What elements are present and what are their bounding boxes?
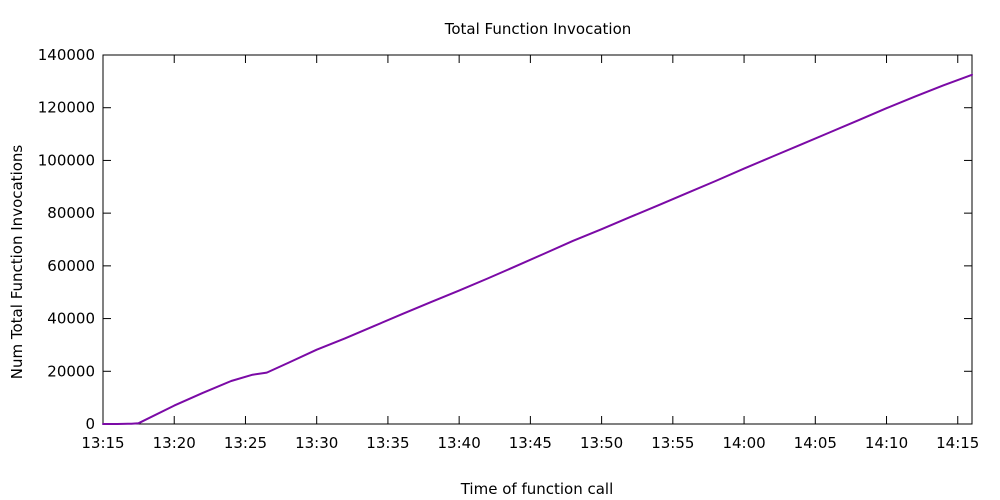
- x-tick-label: 13:15: [81, 434, 124, 452]
- series-line-total-invocations: [102, 73, 973, 425]
- y-tick-label: 140000: [38, 46, 95, 64]
- chart-title: Total Function Invocation: [444, 20, 632, 38]
- y-axis: 0 20000 40000 60000 80000 100000 120000 140000: [38, 46, 972, 433]
- x-axis-label: Time of function call: [460, 480, 614, 498]
- y-tick-label: 20000: [47, 362, 95, 380]
- y-tick-label: 120000: [38, 99, 95, 117]
- y-tick-label: 80000: [47, 204, 95, 222]
- x-tick-label: 14:15: [936, 434, 979, 452]
- x-tick-label: 13:35: [366, 434, 409, 452]
- plot-frame: [102, 54, 973, 425]
- x-tick-label: 13:50: [580, 434, 623, 452]
- x-tick-label: 14:05: [794, 434, 837, 452]
- y-axis-label: Num Total Function Invocations: [8, 145, 26, 380]
- y-tick-label: 40000: [47, 310, 95, 328]
- y-tick-label: 60000: [47, 257, 95, 275]
- x-tick-label: 13:45: [509, 434, 552, 452]
- x-tick-label: 13:20: [153, 434, 196, 452]
- x-tick-label: 14:00: [722, 434, 765, 452]
- x-tick-label: 13:30: [295, 434, 338, 452]
- x-axis: 13:15 13:20 13:25 13:30 13:35 13:40 13:45 13:50…: [81, 55, 979, 452]
- x-tick-label: 14:10: [865, 434, 908, 452]
- x-tick-label: 13:40: [438, 434, 481, 452]
- x-tick-label: 13:25: [224, 434, 267, 452]
- y-tick-label: 100000: [38, 151, 95, 169]
- y-tick-label: 0: [85, 415, 95, 433]
- x-tick-label: 13:55: [651, 434, 694, 452]
